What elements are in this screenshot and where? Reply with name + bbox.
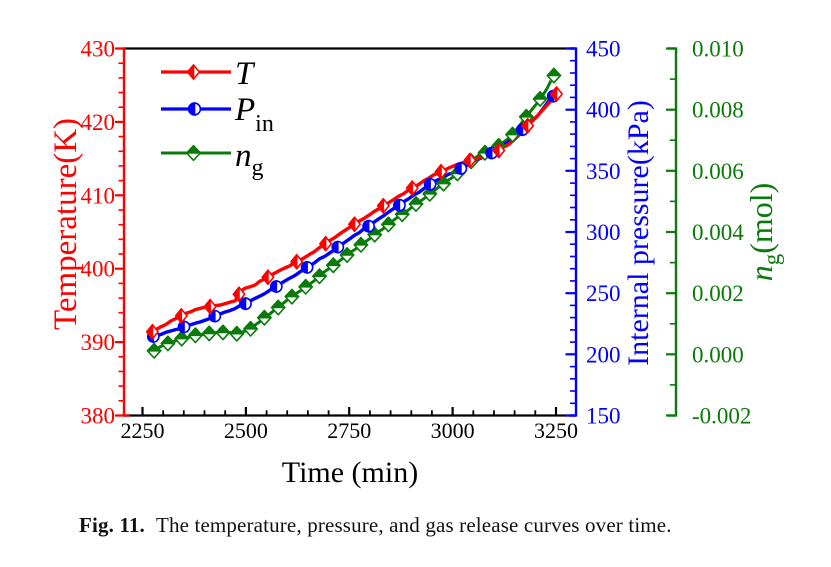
svg-text:0.000: 0.000: [692, 342, 744, 367]
svg-text:390: 390: [81, 330, 116, 355]
svg-text:Internal pressure(kPa): Internal pressure(kPa): [622, 100, 655, 366]
svg-text:2750: 2750: [327, 418, 371, 443]
svg-text:450: 450: [586, 37, 621, 62]
svg-text:430: 430: [81, 37, 116, 62]
svg-text:400: 400: [586, 98, 621, 123]
svg-text:2250: 2250: [121, 418, 165, 443]
svg-text:150: 150: [586, 404, 621, 429]
svg-text:250: 250: [586, 281, 621, 306]
svg-text:200: 200: [586, 342, 621, 367]
svg-text:Fig. 11.The temperature, press: Fig. 11. The temperature, pressure, and g…: [79, 513, 672, 537]
svg-text:3250: 3250: [534, 418, 578, 443]
svg-text:ng: ng: [235, 138, 264, 181]
svg-text:3000: 3000: [431, 418, 475, 443]
svg-text:0.008: 0.008: [692, 98, 744, 123]
svg-text:T: T: [235, 56, 256, 92]
svg-text:Temperature(K): Temperature(K): [48, 118, 84, 330]
svg-text:350: 350: [586, 159, 621, 184]
svg-text:-0.002: -0.002: [692, 404, 751, 429]
svg-text:ng(mol): ng(mol): [743, 183, 784, 282]
svg-text:0.002: 0.002: [692, 281, 744, 306]
svg-text:0.004: 0.004: [692, 220, 744, 245]
svg-text:300: 300: [586, 220, 621, 245]
svg-text:Pin: Pin: [234, 92, 274, 137]
svg-text:0.010: 0.010: [692, 37, 744, 62]
svg-text:2500: 2500: [224, 418, 268, 443]
svg-text:420: 420: [81, 110, 116, 135]
svg-text:0.006: 0.006: [692, 159, 744, 184]
svg-text:400: 400: [81, 257, 116, 282]
svg-text:410: 410: [81, 183, 116, 208]
svg-text:Time (min): Time (min): [282, 456, 418, 489]
svg-text:380: 380: [81, 404, 116, 429]
